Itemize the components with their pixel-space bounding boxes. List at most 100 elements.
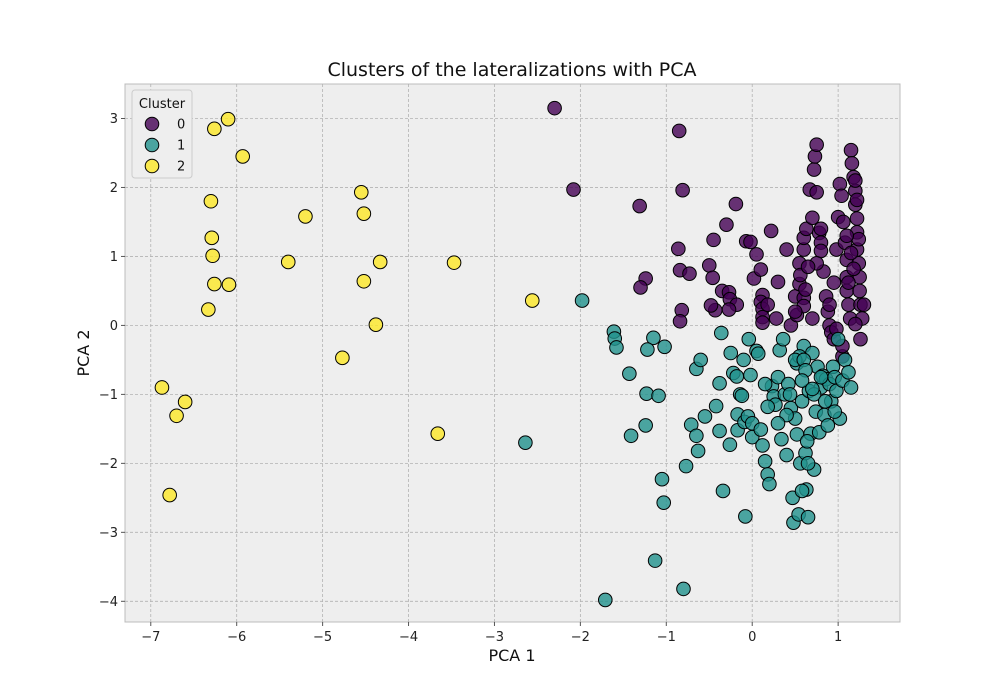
data-point	[757, 453, 773, 469]
data-point	[763, 223, 779, 239]
data-point	[654, 471, 670, 487]
data-point	[633, 280, 648, 295]
data-point	[597, 592, 613, 608]
data-point	[656, 495, 672, 510]
data-point	[794, 483, 810, 499]
data-point	[675, 182, 690, 198]
data-point	[574, 293, 590, 308]
data-point	[697, 409, 713, 424]
data-point	[843, 142, 859, 158]
legend-title: Cluster	[139, 97, 186, 112]
data-point	[849, 211, 865, 226]
data-point	[750, 346, 766, 361]
data-point	[782, 387, 798, 402]
data-point	[640, 342, 655, 357]
data-point	[841, 275, 856, 290]
data-point	[715, 483, 731, 499]
data-point	[169, 408, 184, 424]
y-axis-label: PCA 2	[74, 329, 93, 376]
data-point	[632, 198, 647, 214]
data-point	[794, 373, 810, 388]
data-point	[757, 376, 773, 392]
data-point	[846, 261, 861, 277]
data-point	[849, 192, 865, 208]
data-point	[712, 376, 727, 391]
data-point	[154, 380, 170, 395]
data-point	[203, 193, 219, 209]
data-point	[177, 394, 193, 410]
data-point	[524, 293, 540, 308]
x-tick-label: −6	[227, 630, 246, 645]
data-point	[839, 228, 855, 244]
y-tick-label: −2	[99, 457, 118, 472]
data-point	[809, 184, 824, 200]
y-tick-label: 3	[110, 112, 118, 127]
data-point	[805, 210, 820, 226]
data-point	[813, 243, 829, 259]
data-point	[843, 380, 859, 395]
data-point	[851, 231, 867, 247]
data-point	[623, 428, 639, 444]
data-point	[848, 173, 863, 188]
data-point	[817, 393, 833, 409]
data-point	[798, 282, 813, 297]
data-point	[789, 427, 805, 442]
data-point	[713, 325, 729, 341]
data-point	[298, 209, 313, 224]
data-point	[220, 111, 236, 127]
legend: Cluster 0 1 2	[131, 89, 193, 179]
x-axis-label: PCA 1	[488, 646, 535, 665]
legend-label: 2	[177, 160, 185, 175]
data-point	[372, 254, 388, 270]
data-point	[693, 352, 708, 368]
data-point	[806, 162, 822, 177]
x-tick-label: −4	[399, 630, 418, 645]
data-point	[856, 297, 872, 313]
data-point	[703, 298, 719, 313]
data-point	[734, 388, 750, 404]
data-point	[835, 214, 851, 230]
data-point	[207, 276, 222, 292]
data-point	[235, 149, 251, 164]
data-points	[154, 100, 872, 608]
data-point	[774, 431, 789, 447]
data-point	[729, 369, 745, 384]
data-point	[844, 156, 860, 171]
data-point	[221, 277, 237, 293]
data-point	[770, 369, 786, 385]
data-point	[800, 259, 816, 275]
series-cluster-1	[518, 293, 859, 608]
y-tick-label: 1	[110, 250, 118, 265]
data-point	[741, 331, 757, 347]
series-cluster-0	[547, 100, 872, 364]
data-point	[723, 345, 739, 361]
data-point	[762, 476, 777, 492]
data-point	[446, 255, 462, 270]
data-point	[722, 437, 738, 453]
data-point	[738, 509, 753, 524]
data-point	[848, 316, 863, 332]
data-point	[827, 404, 843, 419]
data-point	[794, 393, 810, 409]
data-point	[651, 388, 666, 404]
data-point	[638, 418, 653, 433]
data-point	[826, 275, 842, 290]
data-point	[779, 242, 794, 257]
data-point	[760, 297, 775, 313]
data-point	[743, 234, 758, 250]
data-point	[609, 340, 624, 355]
data-point	[201, 302, 216, 317]
data-point	[682, 266, 697, 281]
data-point	[755, 438, 770, 453]
data-point	[706, 232, 721, 248]
data-point	[760, 399, 775, 415]
x-axis-ticks: −7 −6 −5 −4 −3 −2 −1 0 1	[141, 622, 842, 645]
data-point	[743, 367, 758, 383]
data-point	[207, 121, 222, 137]
data-point	[753, 262, 769, 277]
data-point	[775, 331, 791, 347]
data-point	[852, 283, 867, 299]
data-point	[712, 423, 727, 439]
series-cluster-2	[154, 111, 540, 503]
